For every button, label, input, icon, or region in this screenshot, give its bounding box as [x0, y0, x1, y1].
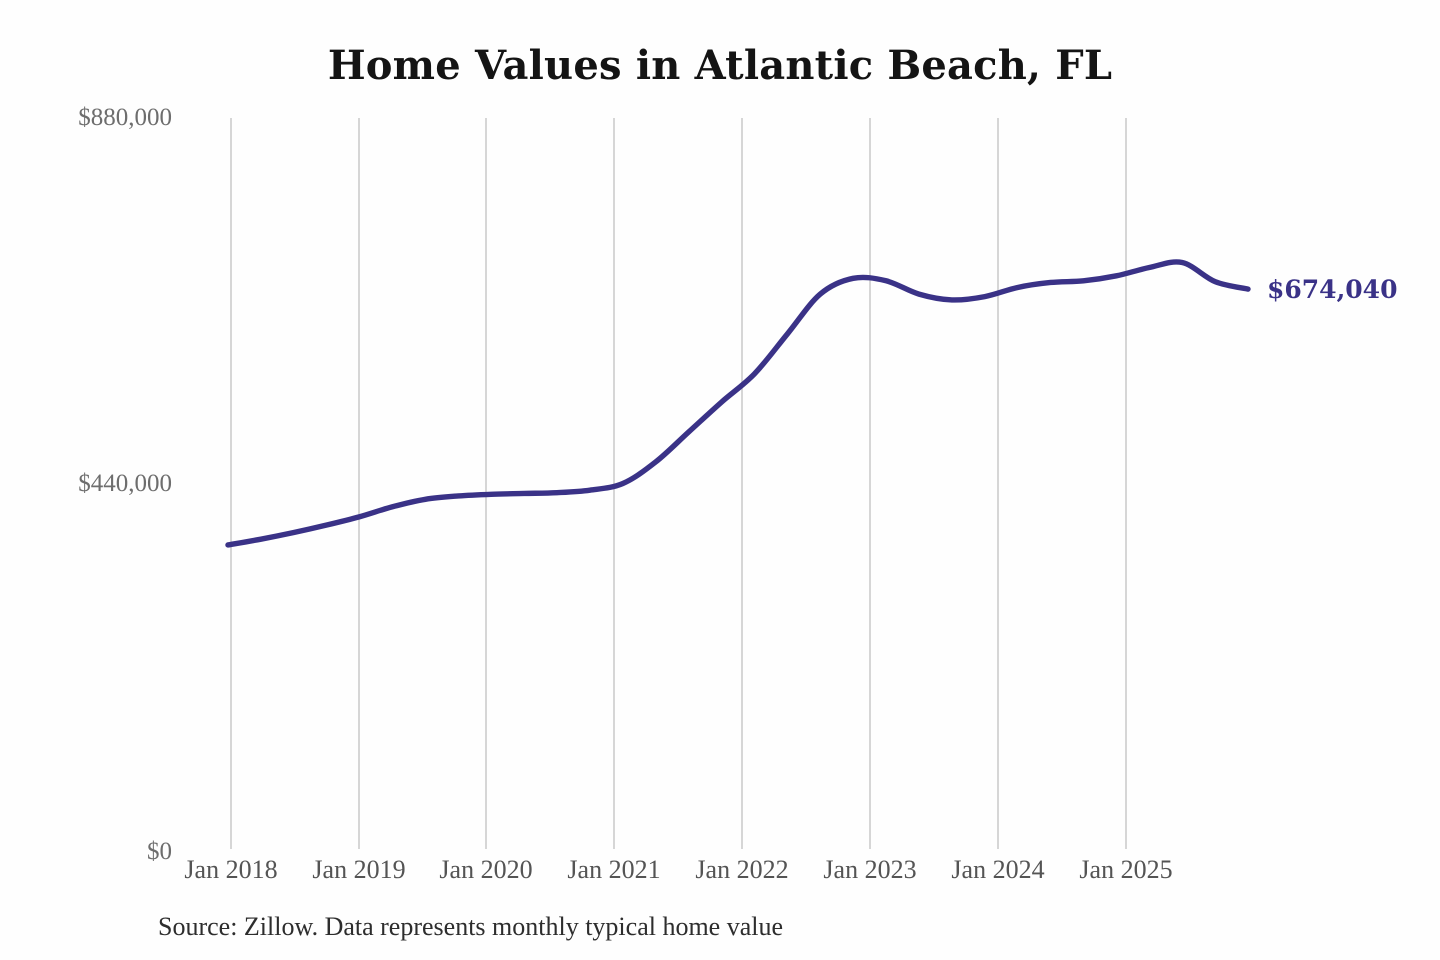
- end-value-annotation: $674,040: [1267, 275, 1398, 305]
- source-caption: Source: Zillow. Data represents monthly …: [158, 912, 784, 941]
- y-axis-tick-label-top: $880,000: [78, 104, 172, 131]
- x-axis-tick-label-2019: Jan 2019: [312, 855, 406, 884]
- y-axis-tick-label-bottom: $0: [147, 838, 172, 865]
- x-axis-tick-label-2020: Jan 2020: [439, 855, 533, 884]
- x-axis-tick-label-2021: Jan 2021: [567, 855, 661, 884]
- x-axis-tick-label-2023: Jan 2023: [823, 855, 917, 884]
- x-axis-tick-label-2022: Jan 2022: [695, 855, 789, 884]
- x-axis-tick-label-2025: Jan 2025: [1079, 855, 1173, 884]
- y-axis-tick-label-mid: $440,000: [78, 470, 172, 497]
- x-axis-tick-label-2018: Jan 2018: [184, 855, 278, 884]
- x-axis-tick-label-2024: Jan 2024: [951, 855, 1045, 884]
- gridlines: [230, 118, 1127, 849]
- value-line-series: [225, 259, 1251, 548]
- chart-title: Home Values in Atlantic Beach, FL: [327, 42, 1113, 89]
